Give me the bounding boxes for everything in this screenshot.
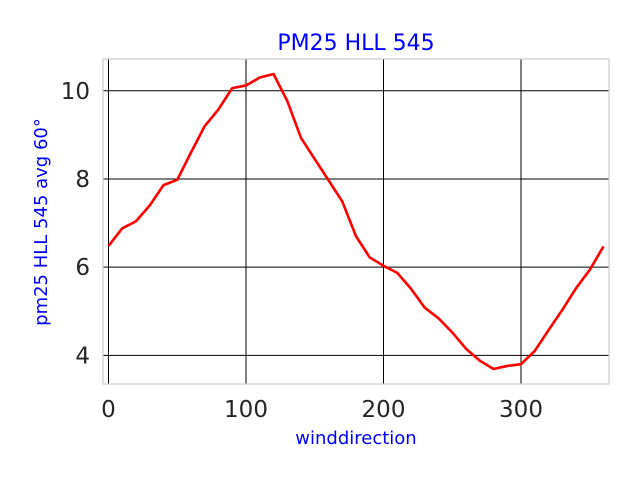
x-tick-label: 200 [362,397,406,423]
grid-layer [103,59,609,384]
y-tick-label: 4 [75,343,90,369]
series-line [107,72,605,371]
x-tick-label: 0 [101,397,116,423]
y-tick-label: 10 [61,79,90,105]
y-tick-label: 8 [75,167,90,193]
x-axis-label: winddirection [295,428,416,449]
tick-label-layer: 0 100 200 300 4 6 8 10 [61,79,543,423]
x-tick-label: 300 [499,397,543,423]
y-axis-label: pm25 HLL 545 avg 60° [31,118,52,326]
y-tick-label: 6 [75,255,90,281]
series-layer [107,72,605,371]
plot-frame [102,58,610,385]
chart-title: PM25 HLL 545 [277,31,434,56]
x-tick-label: 100 [224,397,268,423]
